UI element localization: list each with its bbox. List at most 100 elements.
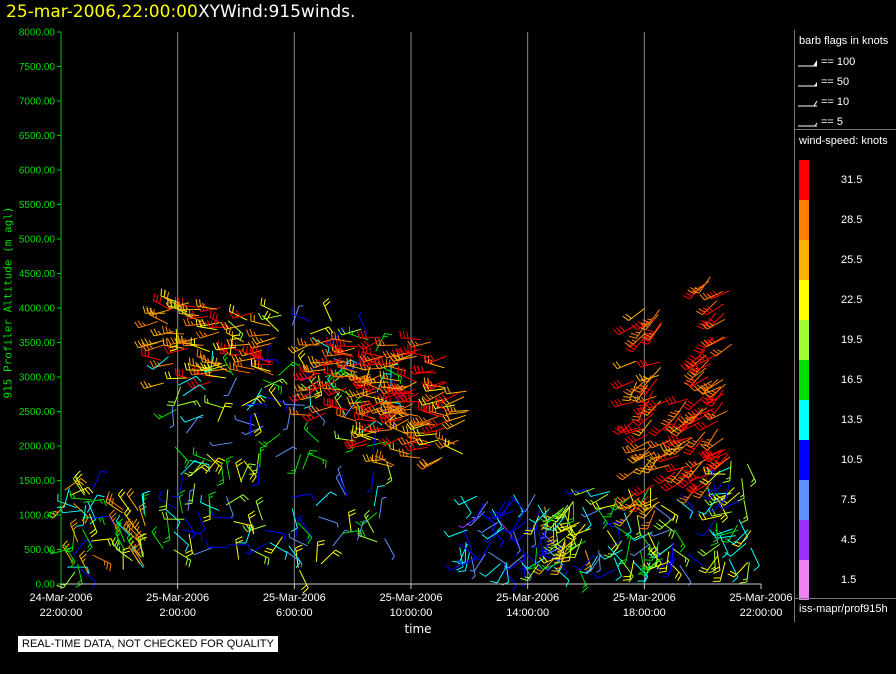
wind-barb xyxy=(696,352,720,363)
wind-barb xyxy=(208,491,216,515)
wind-barb xyxy=(336,407,357,422)
wind-barb xyxy=(669,437,693,448)
wind-barb xyxy=(262,379,283,395)
speed-color-swatch xyxy=(799,400,809,440)
wind-barb xyxy=(510,495,526,518)
wind-barb xyxy=(520,560,532,582)
y-tick-label: 500.00 xyxy=(24,545,55,556)
wind-barb xyxy=(389,419,409,436)
wind-barb xyxy=(554,501,574,519)
wind-barb xyxy=(696,519,716,537)
wind-barb xyxy=(722,460,732,484)
wind-barb xyxy=(225,496,234,519)
wind-barb xyxy=(196,510,206,535)
y-tick-label: 6500.00 xyxy=(19,131,56,142)
wind-barb xyxy=(203,350,214,373)
wind-barb xyxy=(699,470,721,485)
data-source-label: iss-mapr/prof915h xyxy=(799,603,888,615)
x-tick-label-date: 25-Mar-2006 xyxy=(380,592,443,604)
wind-barb xyxy=(481,527,505,540)
wind-barb xyxy=(457,542,467,565)
wind-barb xyxy=(158,489,169,512)
wind-barb xyxy=(491,508,503,532)
wind-barb xyxy=(186,416,203,434)
wind-barb xyxy=(489,510,514,518)
wind-barb xyxy=(385,358,407,372)
wind-barb xyxy=(247,340,272,349)
wind-barb xyxy=(299,569,309,594)
wind-barb xyxy=(269,542,288,560)
wind-barb xyxy=(580,555,598,574)
wind-barb xyxy=(317,356,342,367)
wind-barb xyxy=(640,309,661,326)
wind-barb xyxy=(204,394,225,409)
wind-barb xyxy=(328,398,349,411)
wind-barb xyxy=(519,547,527,571)
wind-barb xyxy=(700,303,724,316)
wind-barb xyxy=(423,381,448,391)
legend-separator xyxy=(795,129,896,130)
y-tick-label: 4000.00 xyxy=(19,304,56,315)
wind-barb xyxy=(363,509,375,534)
wind-barb xyxy=(578,569,588,593)
wind-barb xyxy=(64,478,87,491)
wind-barb xyxy=(337,465,345,489)
wind-barb xyxy=(241,425,264,436)
x-tick-label-time: 2:00:00 xyxy=(159,607,196,619)
wind-barb xyxy=(64,544,76,568)
wind-barb xyxy=(727,562,749,578)
wind-barb xyxy=(612,360,637,370)
wind-barb xyxy=(585,493,609,505)
wind-barb xyxy=(698,512,722,521)
wind-barb xyxy=(243,460,257,483)
wind-barb xyxy=(245,542,267,555)
wind-barb xyxy=(228,303,248,321)
legend: barb flags in knots == 100 == 50 == 10 == 5… xyxy=(794,30,896,622)
wind-barb xyxy=(570,487,595,496)
wind-barb xyxy=(285,550,303,568)
wind-barb xyxy=(169,405,175,429)
wind-barb xyxy=(126,488,139,511)
wind-barb xyxy=(667,433,692,443)
wind-barb xyxy=(149,359,174,368)
wind-barb xyxy=(222,352,234,376)
wind-barb xyxy=(727,529,749,545)
wind-barb xyxy=(291,306,311,322)
wind-barb xyxy=(686,482,709,495)
wind-barb xyxy=(229,310,253,319)
speed-color-label: 4.5 xyxy=(841,534,857,546)
wind-barb xyxy=(345,389,369,398)
wind-barb xyxy=(620,559,634,583)
wind-barb xyxy=(353,376,373,394)
wind-barb xyxy=(253,412,262,437)
wind-barb xyxy=(592,501,616,510)
wind-barb xyxy=(541,515,563,531)
wind-barb xyxy=(315,491,337,507)
wind-barb xyxy=(530,529,547,549)
wind-barb xyxy=(184,460,205,477)
wind-barb xyxy=(251,358,272,372)
wind-barb xyxy=(397,437,422,446)
wind-barb xyxy=(445,404,469,413)
wind-barb xyxy=(82,529,93,553)
wind-barb xyxy=(227,320,244,341)
wind-barb xyxy=(685,376,709,388)
x-tick-label-date: 25-Mar-2006 xyxy=(263,592,326,604)
x-tick-label-date: 25-Mar-2006 xyxy=(613,592,676,604)
wind-barb xyxy=(211,509,234,519)
wind-barb xyxy=(592,569,616,579)
wind-barb xyxy=(586,490,611,498)
wind-barb xyxy=(331,369,354,378)
wind-barb xyxy=(256,359,280,365)
wind-barb xyxy=(634,497,658,507)
wind-barb xyxy=(357,406,381,415)
wind-barb xyxy=(520,563,540,581)
wind-barb xyxy=(673,529,686,553)
wind-barb xyxy=(710,523,719,546)
wind-barb xyxy=(288,532,308,547)
wind-barb xyxy=(360,423,384,432)
wind-barb xyxy=(649,528,673,537)
wind-barb xyxy=(149,307,169,325)
wind-barb xyxy=(698,556,718,574)
wind-barb xyxy=(632,419,652,437)
